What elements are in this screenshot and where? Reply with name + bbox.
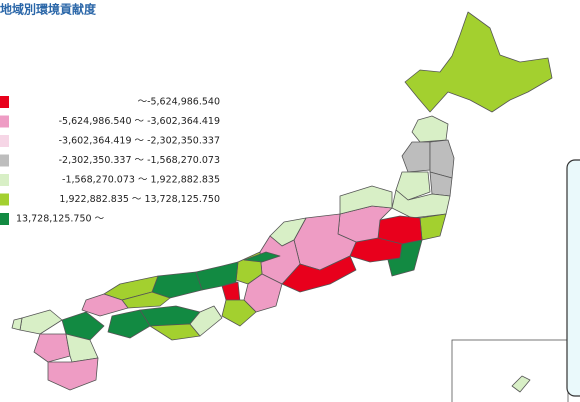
region xyxy=(189,305,223,337)
region xyxy=(11,317,23,331)
okinawa xyxy=(511,375,531,393)
map-title: 地域別環境貢献度 xyxy=(0,2,97,17)
region xyxy=(391,189,451,219)
region xyxy=(419,213,447,241)
legend: ～-5,624,986.540 -5,624,986.540 ～ -3,602,3… xyxy=(0,96,220,225)
region xyxy=(281,255,357,293)
legend-swatch xyxy=(0,213,9,225)
legend-label: -2,302,350.337 ～ -1,568,270.073 xyxy=(59,155,220,166)
region xyxy=(404,11,553,113)
region xyxy=(107,309,151,339)
legend-swatch xyxy=(0,115,9,128)
region xyxy=(19,309,63,335)
region xyxy=(221,299,257,327)
region xyxy=(47,357,99,391)
region xyxy=(61,311,105,341)
legend-label: -5,624,986.540 ～ -3,602,364.419 xyxy=(59,116,220,127)
region xyxy=(243,251,281,263)
legend-swatch xyxy=(0,96,9,108)
legend-label: -3,602,364.419 ～ -2,302,350.337 xyxy=(59,136,220,147)
region xyxy=(387,239,423,277)
region xyxy=(429,139,455,179)
region xyxy=(395,171,431,201)
info-panel xyxy=(566,159,580,397)
legend-label: -1,568,270.073 ～ 1,922,882.835 xyxy=(62,175,220,186)
okinawa-inset xyxy=(451,339,569,402)
region xyxy=(33,333,71,363)
legend-label: 1,922,882.835 ～ 13,728,125.750 xyxy=(59,194,220,205)
japan-map xyxy=(11,11,553,391)
legend-swatch xyxy=(0,193,9,206)
legend-swatch xyxy=(0,154,9,167)
legend-swatch xyxy=(0,174,9,186)
region xyxy=(411,115,449,143)
region xyxy=(65,333,99,363)
legend-label: ～-5,624,986.540 xyxy=(138,97,220,108)
legend-label: 13,728,125.750 ～ xyxy=(16,214,105,225)
region xyxy=(81,293,129,317)
region xyxy=(401,141,431,173)
legend-swatch xyxy=(0,135,9,147)
